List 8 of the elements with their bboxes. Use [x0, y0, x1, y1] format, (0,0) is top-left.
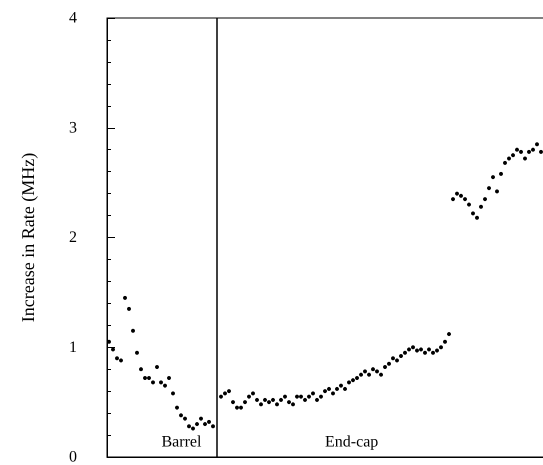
y-tick-label: 4: [69, 10, 77, 26]
annotation: Barrel: [161, 434, 202, 450]
y-tick-label: 2: [69, 229, 77, 246]
y-tick-label: 3: [69, 119, 77, 136]
y-axis-title: Increase in Rate (MHz): [18, 152, 38, 322]
y-tick-label: 1: [69, 338, 77, 356]
annotation: End-cap: [324, 434, 378, 450]
y-tick-label: 0: [69, 448, 77, 465]
